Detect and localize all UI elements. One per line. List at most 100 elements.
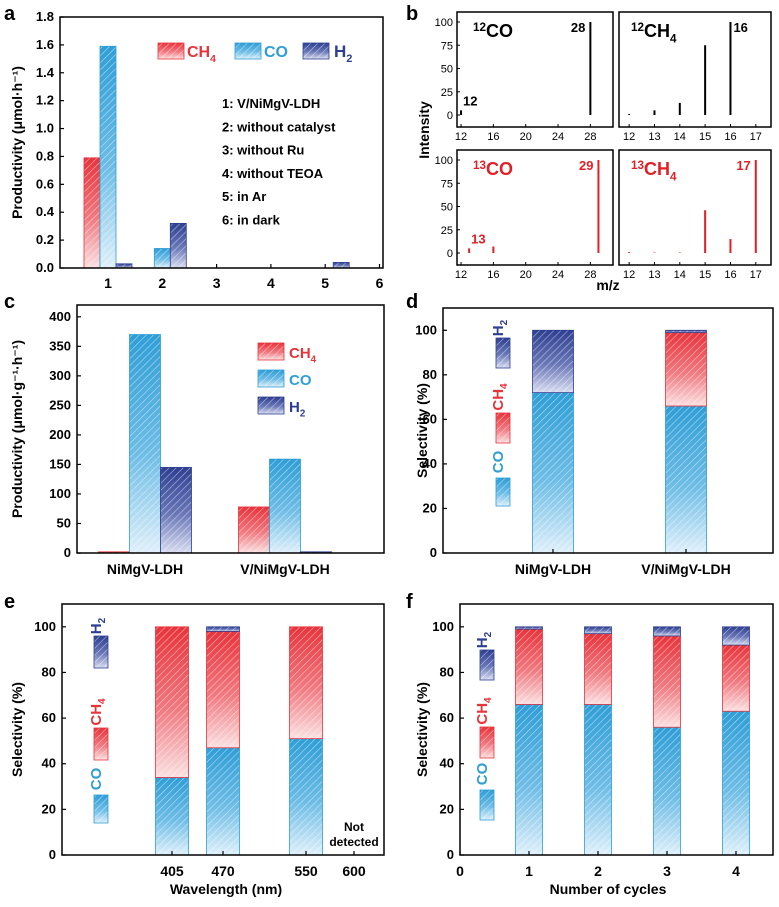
y-tick-label: 0 xyxy=(447,110,453,122)
bar-hatch xyxy=(515,704,543,855)
bar-outline xyxy=(234,42,262,60)
y-tick-label: 40 xyxy=(42,756,56,771)
panel-a: 0.0 0.2 0.4 0.6 0.8 1.0 1.2 1.4 1.6 1.8 Productivi… xyxy=(9,9,384,291)
bar-outline xyxy=(532,329,574,394)
spectrum-title: 13CO xyxy=(473,159,513,179)
bar-hatch xyxy=(155,626,189,778)
y-tick-label: 1.8 xyxy=(36,9,54,24)
x-tick-label: 20 xyxy=(520,131,532,143)
plot-frame xyxy=(61,603,385,856)
x-tick-label: 24 xyxy=(552,131,564,143)
legend-swatch-co xyxy=(234,42,262,60)
legend-swatch-h2 xyxy=(479,649,495,681)
y-tick-label: 25 xyxy=(441,87,453,99)
y-tick-label: 75 xyxy=(441,40,453,52)
bar-hatch xyxy=(653,626,681,636)
bar-co-2 xyxy=(153,248,171,269)
y-tick-label: 0.8 xyxy=(36,148,54,163)
y-tick-label: 1.2 xyxy=(36,93,54,108)
x-tick-label: 13 xyxy=(648,131,660,143)
x-tick-label: 1 xyxy=(525,863,533,879)
bar-co-405 xyxy=(155,777,189,856)
y-tick-label: 60 xyxy=(440,710,454,725)
y-tick-label: 60 xyxy=(42,710,56,725)
x-tick-label: 16 xyxy=(724,269,736,281)
y-tick-label: 20 xyxy=(423,500,437,515)
bar-hatch xyxy=(333,262,350,268)
x-tick-label: 13 xyxy=(648,269,660,281)
x-tick-label: 28 xyxy=(584,269,596,281)
bar-hatch xyxy=(653,727,681,855)
x-tick-label: 470 xyxy=(211,863,235,879)
x-tick-label: 28 xyxy=(584,131,596,143)
y-tick-label: 100 xyxy=(415,322,437,337)
bar-co-V/NiMgV-LDH xyxy=(665,405,707,554)
spectrum-12CH4: 12 13 14 15 16 17 16 12CH4 xyxy=(618,11,772,143)
peak-label: 29 xyxy=(579,158,593,173)
bar-outline xyxy=(665,329,707,333)
y-tick-label: 80 xyxy=(42,664,56,679)
bar-hatch xyxy=(480,650,494,680)
bar-co-NiMgV-LDH xyxy=(532,392,574,554)
legend-h2: H2 xyxy=(334,42,352,65)
bar-ch4-1 xyxy=(83,157,101,269)
bar-h2-V/NiMgV-LDH xyxy=(665,329,707,333)
bar-hatch xyxy=(129,334,161,553)
x-tick-label: 2 xyxy=(594,863,602,879)
bar-hatch xyxy=(206,631,240,748)
y-tick-label: 0.2 xyxy=(36,232,54,247)
plot-frame xyxy=(59,16,384,269)
x-tick-label: NiMgV-LDH xyxy=(107,561,183,577)
bar-h2-3 xyxy=(653,626,681,637)
spectrum-title: 12CO xyxy=(473,21,513,41)
legend-co: CO xyxy=(289,372,312,389)
legend-ch4: CH4 xyxy=(490,383,510,411)
bar-hatch xyxy=(155,777,189,855)
bar-hatch xyxy=(653,635,681,728)
y-tick-label: 250 xyxy=(49,397,71,412)
x-axis-label: Number of cycles xyxy=(550,881,667,897)
y-tick-label: 0 xyxy=(447,847,454,862)
legend-h2: H2 xyxy=(490,319,510,336)
condition-label: 2: without catalyst xyxy=(222,119,336,134)
bar-outline xyxy=(495,477,511,507)
panel-f: 0 20 40 60 80 100 0 1 2 3 4 Number of cycles Selecti… xyxy=(414,603,774,897)
plot-frame xyxy=(618,11,772,128)
x-tick-label: 15 xyxy=(699,131,711,143)
x-tick-label: 17 xyxy=(750,269,762,281)
bar-co-NiMgV-LDH xyxy=(129,334,161,554)
y-tick-label: 0.0 xyxy=(36,260,54,275)
condition-label: 3: without Ru xyxy=(222,143,304,158)
bar-ch4-2 xyxy=(584,633,612,705)
legend-swatch-co xyxy=(495,477,511,507)
panel-d: 0 20 40 60 80 100 NiMgV-LDH V/NiMgV-LDH Selectiv… xyxy=(414,307,774,577)
bar-h2-2 xyxy=(169,222,187,269)
y-axis-label: Intensity xyxy=(416,101,432,159)
bar-h2-1 xyxy=(515,626,543,630)
bar-hatch xyxy=(584,633,612,705)
bar-co-V/NiMgV-LDH xyxy=(269,458,301,554)
bar-co-550 xyxy=(289,738,323,856)
panel-letter-b: b xyxy=(406,3,418,25)
y-axis-label: Productivity (μmol·h⁻¹) xyxy=(9,66,25,219)
x-tick-label: V/NiMgV-LDH xyxy=(240,561,329,577)
bar-ch4-470 xyxy=(206,630,240,749)
y-tick-label: 0 xyxy=(430,545,437,560)
bar-hatch xyxy=(496,338,510,368)
legend-swatch-h2 xyxy=(302,42,330,60)
bar-h2-NiMgV-LDH xyxy=(532,329,574,394)
bar-outline xyxy=(257,396,285,415)
condition-label: 1: V/NiMgV-LDH xyxy=(222,96,320,111)
peak-label: 12 xyxy=(463,93,477,108)
bar-hatch xyxy=(170,223,187,268)
spectrum-13CO: 0 25 50 75 100 12 16 20 24 28 13 29 13CO xyxy=(435,149,614,281)
panel-c: 0 50 100 150 200 250 300 350 400 Productivity (μm… xyxy=(9,304,385,577)
bar-h2-4 xyxy=(722,626,750,646)
bar-hatch xyxy=(722,645,750,712)
not-detected-label: Not xyxy=(344,820,364,834)
y-tick-label: 100 xyxy=(34,619,56,634)
y-tick-label: 50 xyxy=(441,64,453,76)
legend-swatch-ch4 xyxy=(157,42,185,60)
plot-frame xyxy=(456,11,614,128)
bar-hatch xyxy=(480,727,494,758)
